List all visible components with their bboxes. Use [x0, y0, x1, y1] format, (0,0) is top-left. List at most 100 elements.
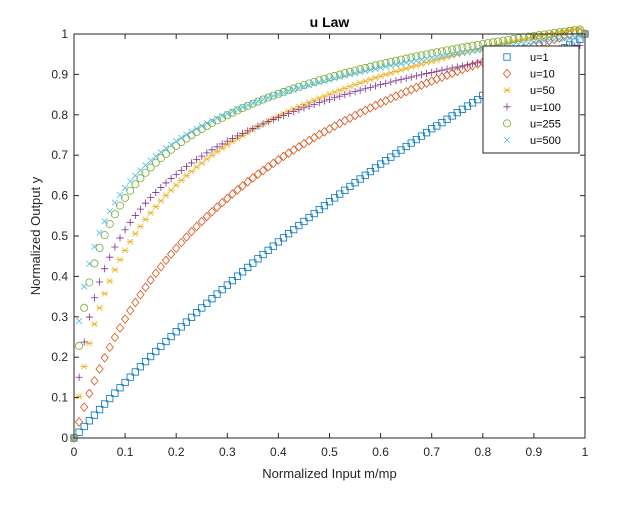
- data-point: [116, 384, 124, 392]
- data-point: [111, 389, 119, 397]
- data-point: [116, 191, 124, 198]
- data-point: [448, 51, 456, 58]
- legend-box: [482, 45, 580, 154]
- data-point: [561, 35, 568, 42]
- data-point: [249, 124, 257, 133]
- data-point: [105, 219, 114, 228]
- data-point: [96, 229, 103, 237]
- data-point: [157, 342, 165, 351]
- data-point: [454, 50, 461, 57]
- data-point: [101, 290, 109, 297]
- data-point: [75, 373, 83, 381]
- data-point: [254, 122, 262, 130]
- data-point: [69, 433, 79, 443]
- data-point: [101, 400, 109, 408]
- data-point: [270, 92, 277, 100]
- data-point: [464, 48, 471, 56]
- data-point: [551, 36, 558, 43]
- data-point: [412, 52, 421, 61]
- data-point: [254, 98, 262, 105]
- data-point: [90, 376, 99, 386]
- y-axis-ticks: 0 0.1 0.2 0.3 0.4 0.5 0.6 0.7 0.8 0.9 1: [51, 27, 585, 445]
- legend-marker: [503, 53, 511, 61]
- data-point: [310, 77, 319, 86]
- data-point: [417, 51, 426, 60]
- data-point: [182, 172, 191, 179]
- data-point: [101, 265, 109, 273]
- data-point: [131, 297, 140, 308]
- data-point: [95, 278, 104, 286]
- data-point: [80, 422, 88, 431]
- data-point: [198, 160, 206, 167]
- data-point: [95, 304, 104, 311]
- data-point: [86, 260, 93, 267]
- data-point: [141, 168, 150, 177]
- data-point: [458, 43, 467, 52]
- data-point: [453, 51, 461, 58]
- data-point: [156, 261, 165, 272]
- data-point: [126, 186, 135, 195]
- data-point: [351, 179, 359, 187]
- data-point: [218, 113, 227, 122]
- data-point: [566, 34, 573, 42]
- data-point: [161, 255, 171, 266]
- data-point: [177, 237, 186, 248]
- data-point: [371, 82, 380, 90]
- data-point: [427, 49, 436, 58]
- legend-label: u=10: [530, 69, 555, 81]
- data-point: [162, 192, 170, 199]
- data-point: [269, 242, 277, 250]
- data-point: [402, 59, 410, 66]
- legend-marker: [503, 136, 511, 144]
- data-point: [167, 174, 175, 183]
- data-point: [387, 62, 394, 69]
- data-point: [80, 303, 89, 312]
- data-point: [147, 209, 155, 216]
- data-point: [290, 226, 298, 234]
- y-tick-label: 0.9: [51, 67, 68, 81]
- data-point: [336, 190, 344, 198]
- data-point: [274, 155, 283, 165]
- data-point: [172, 328, 180, 336]
- data-point: [356, 175, 364, 183]
- data-point: [105, 342, 114, 353]
- data-point: [320, 97, 328, 105]
- data-point: [413, 57, 420, 64]
- data-point: [387, 78, 395, 86]
- data-point: [540, 37, 548, 45]
- data-point: [218, 197, 227, 208]
- data-point: [294, 141, 303, 152]
- data-point: [228, 277, 237, 285]
- data-point: [75, 341, 84, 350]
- data-point: [423, 55, 430, 62]
- data-point: [106, 208, 113, 215]
- data-point: [147, 157, 154, 164]
- data-point: [576, 33, 584, 40]
- data-point: [382, 63, 389, 70]
- data-point: [300, 83, 308, 90]
- data-point: [126, 305, 135, 316]
- data-point: [193, 309, 201, 317]
- data-point: [408, 58, 415, 65]
- data-point: [556, 35, 563, 43]
- data-point: [85, 417, 93, 425]
- data-point: [115, 323, 125, 333]
- data-point: [412, 72, 420, 80]
- data-point: [275, 91, 282, 98]
- data-point: [535, 38, 543, 45]
- data-point: [167, 187, 175, 194]
- data-point: [361, 85, 369, 93]
- data-point: [422, 129, 431, 137]
- data-point: [295, 106, 303, 114]
- data-point: [228, 108, 237, 117]
- x-axis-ticks: 0 0.1 0.2 0.3 0.4 0.5 0.6 0.7 0.8 0.9 1: [71, 34, 589, 459]
- data-point: [253, 169, 263, 180]
- data-point: [371, 164, 380, 172]
- x-axis-label: Normalized Input m/mp: [262, 466, 396, 481]
- data-point: [202, 211, 211, 222]
- data-point: [197, 216, 206, 227]
- data-point: [198, 122, 205, 130]
- data-point: [279, 234, 288, 242]
- data-point: [249, 259, 257, 267]
- data-point: [458, 62, 466, 70]
